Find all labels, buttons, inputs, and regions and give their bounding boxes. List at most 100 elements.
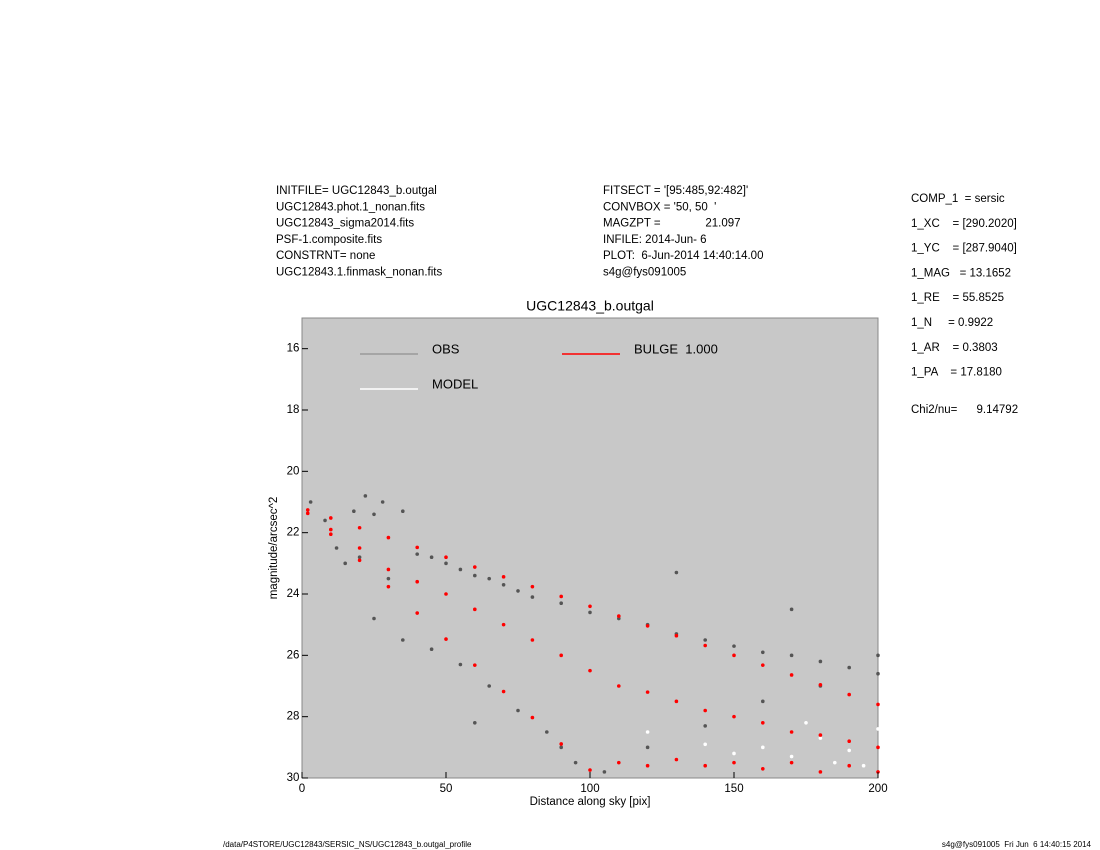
data-point: [761, 650, 765, 655]
info-line: INITFILE= UGC12843_b.outgal: [276, 185, 437, 197]
footer-path: /data/P4STORE/UGC12843/SERSIC_NS/UGC1284…: [223, 840, 472, 849]
data-point: [357, 525, 362, 530]
param-line: 1_PA = 17.8180: [911, 367, 1002, 379]
data-point: [732, 714, 736, 719]
data-point: [804, 721, 808, 725]
data-point: [308, 500, 313, 504]
data-point: [789, 653, 794, 658]
param-line: 1_N = 0.9922: [911, 317, 993, 329]
data-point: [833, 760, 837, 765]
data-point: [559, 742, 563, 746]
data-point: [501, 622, 506, 627]
param-line: 1_AR = 0.3803: [911, 342, 998, 354]
data-point: [761, 721, 765, 725]
data-point: [789, 760, 794, 765]
data-point: [674, 699, 679, 704]
param-line: 1_YC = [287.9040]: [911, 243, 1017, 255]
data-point: [732, 760, 736, 765]
data-point: [386, 584, 391, 589]
data-point: [458, 662, 463, 667]
data-point: [559, 745, 563, 750]
data-point: [473, 607, 477, 612]
data-point: [401, 509, 405, 513]
data-point: [559, 653, 563, 658]
data-point: [530, 715, 535, 720]
data-point: [703, 724, 707, 728]
x-tick-label: 100: [580, 783, 599, 795]
info-line: MAGZPT = 21.097: [603, 218, 741, 230]
info-line: PSF-1.composite.fits: [276, 234, 382, 246]
y-tick-label: 24: [287, 588, 300, 600]
data-point: [703, 638, 707, 642]
legend-label: OBS: [432, 341, 460, 356]
legend-label: BULGE 1.000: [634, 341, 718, 356]
data-point: [473, 565, 477, 569]
data-point: [789, 673, 794, 677]
data-point: [473, 663, 477, 667]
data-point: [876, 745, 880, 750]
info-line: UGC12843.1.finmask_nonan.fits: [276, 267, 442, 279]
data-point: [334, 546, 339, 550]
data-point: [588, 604, 592, 609]
info-line: CONSTRNT= none: [276, 250, 375, 262]
data-point: [847, 739, 851, 743]
data-point: [401, 638, 405, 642]
data-point: [876, 727, 880, 731]
data-point: [818, 770, 823, 774]
data-point: [343, 561, 348, 566]
data-point: [415, 552, 420, 556]
y-tick-label: 18: [287, 404, 300, 416]
data-point: [732, 653, 736, 658]
data-point: [818, 682, 823, 687]
plot-area: [301, 317, 879, 779]
y-tick-label: 20: [287, 465, 300, 477]
data-point: [818, 659, 823, 664]
y-tick-label: 28: [287, 711, 300, 723]
data-point: [573, 760, 578, 765]
data-point: [703, 708, 707, 713]
data-point: [861, 763, 866, 768]
x-tick-label: 0: [299, 783, 305, 795]
x-axis-label: Distance along sky [pix]: [530, 796, 651, 808]
data-point: [357, 555, 362, 559]
data-point: [444, 561, 448, 566]
data-point: [444, 592, 448, 596]
data-point: [761, 663, 765, 667]
info-line: UGC12843_sigma2014.fits: [276, 218, 414, 230]
data-point: [876, 770, 880, 774]
y-tick-label: 30: [287, 772, 300, 784]
data-point: [588, 610, 592, 615]
data-point: [429, 647, 434, 651]
data-point: [329, 527, 333, 532]
data-point: [473, 573, 477, 578]
data-point: [847, 692, 851, 697]
data-point: [617, 760, 621, 765]
info-line: FITSECT = '[95:485,92:482]': [603, 185, 748, 197]
data-point: [352, 509, 356, 513]
data-point: [818, 736, 823, 740]
data-point: [674, 633, 679, 638]
data-point: [876, 671, 880, 676]
data-point: [645, 745, 650, 750]
data-point: [501, 575, 506, 579]
data-point: [429, 555, 434, 559]
data-point: [415, 545, 420, 550]
y-tick-label: 22: [287, 527, 300, 539]
data-point: [703, 643, 707, 648]
data-point: [372, 616, 376, 621]
data-point: [818, 733, 823, 737]
data-point: [789, 607, 794, 612]
param-line: 1_MAG = 13.1652: [911, 267, 1011, 279]
data-point: [761, 767, 765, 771]
data-point: [732, 644, 736, 648]
data-point: [876, 653, 880, 658]
x-tick-label: 200: [868, 783, 887, 795]
chart-title: UGC12843_b.outgal: [526, 298, 654, 314]
param-line: 1_XC = [290.2020]: [911, 218, 1017, 230]
data-point: [588, 768, 592, 772]
data-point: [645, 624, 650, 628]
data-point: [386, 535, 391, 540]
data-point: [761, 699, 765, 704]
data-point: [501, 689, 506, 694]
